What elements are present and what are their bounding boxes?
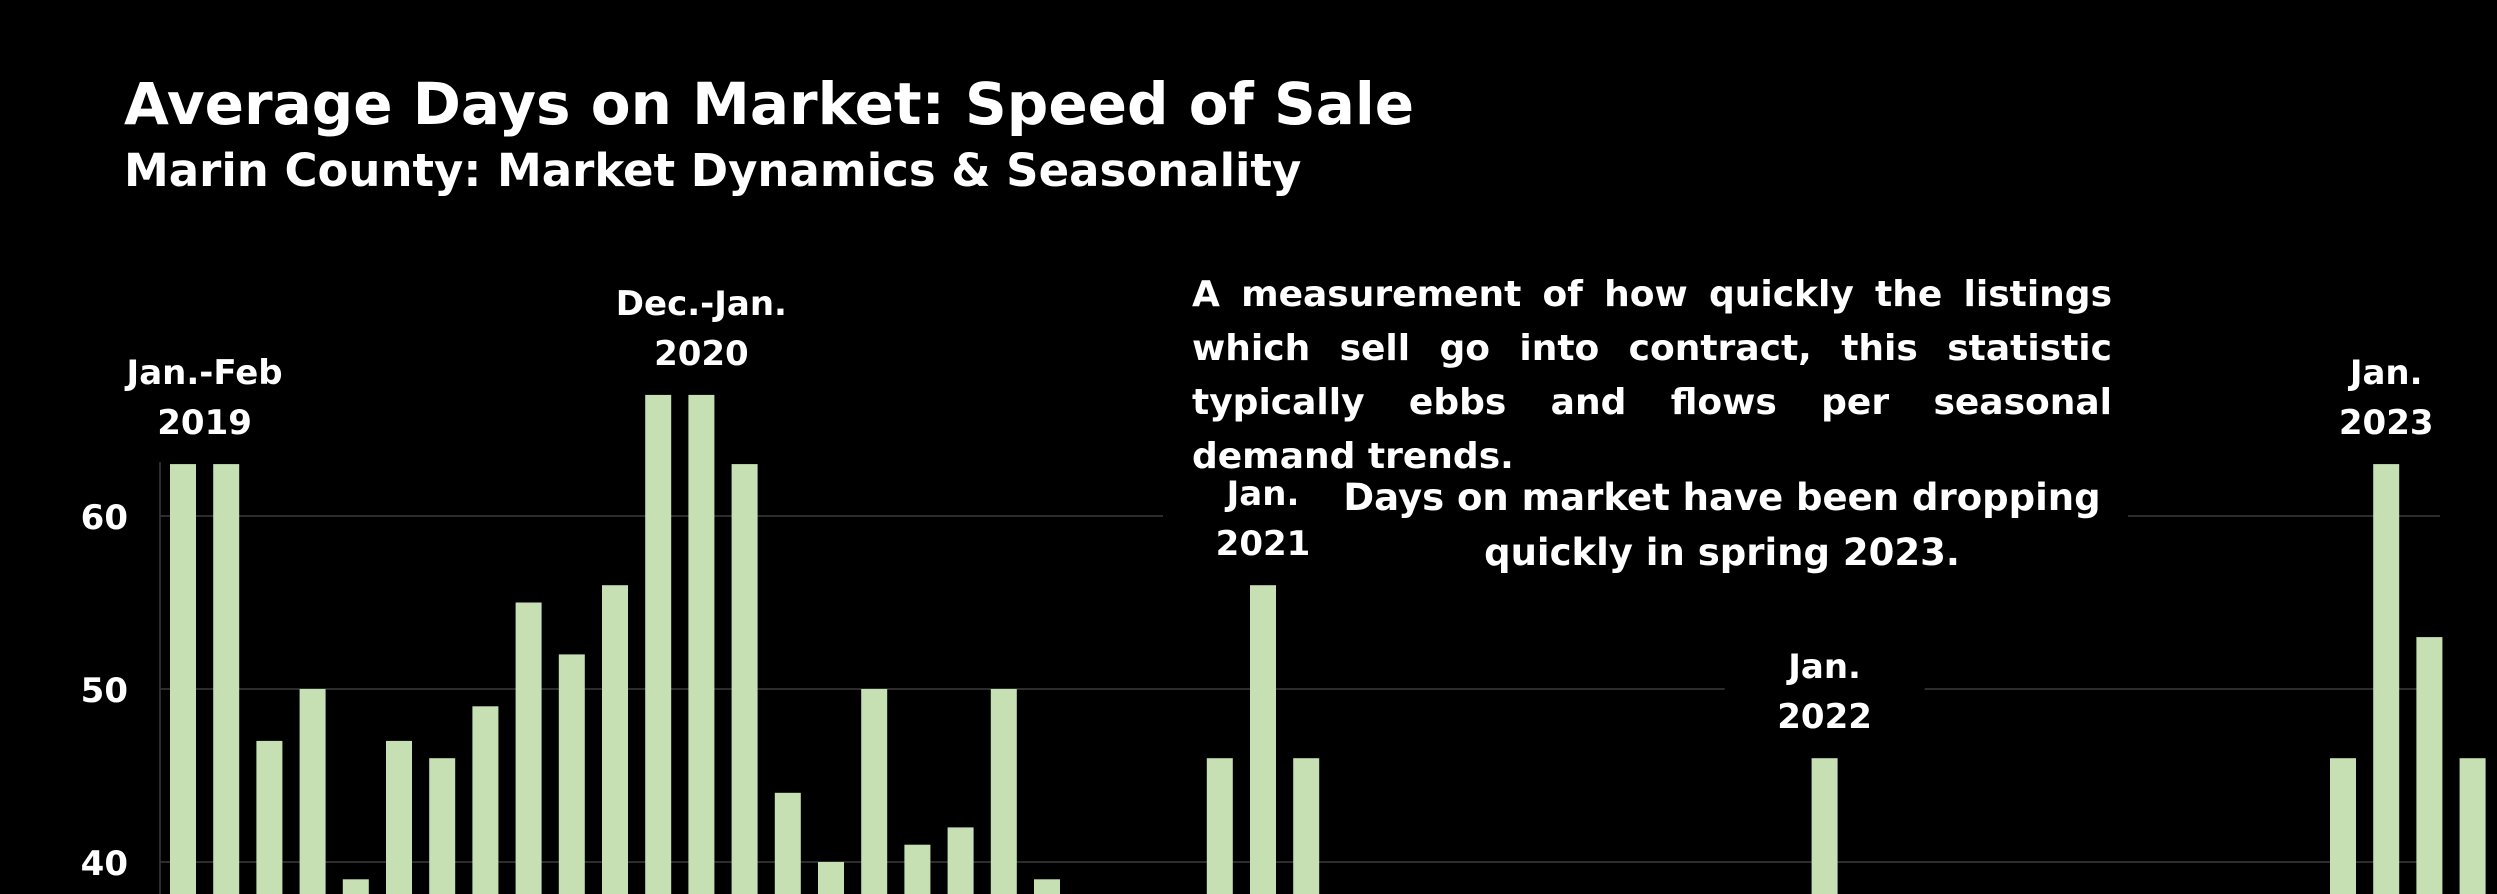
annotation-1: Dec.-Jan. 2020 (601, 272, 802, 393)
annotation-label-line: 2023 (2339, 403, 2434, 443)
bar (774, 792, 801, 894)
annotation-background (1724, 636, 1925, 757)
annotation-label-line: 2019 (157, 403, 252, 443)
y-tick-label-60: 60 (81, 498, 128, 538)
bar (861, 689, 888, 894)
bar (1206, 758, 1233, 894)
bar (731, 464, 758, 894)
bar (2373, 464, 2400, 894)
annotation-4: Jan. 2023 (2286, 342, 2487, 463)
bar (1250, 585, 1276, 894)
annotation-0: Jan.-Feb 2019 (104, 342, 305, 463)
bar (256, 740, 283, 894)
y-axis: 40 50 60 (81, 450, 161, 894)
bars (170, 394, 2486, 894)
bar (2416, 637, 2443, 894)
annotation-label-line: 2022 (1777, 697, 1872, 737)
description-note: A measurement of how quickly the listing… (1192, 274, 2112, 477)
bar (386, 740, 412, 894)
bar (1034, 879, 1060, 894)
annotation-label-line: Jan.-Feb (125, 353, 283, 393)
bar (342, 879, 369, 894)
annotation-background (601, 272, 802, 393)
annotation-3: Jan. 2022 (1724, 636, 1925, 757)
annotation-label-line: 2020 (654, 334, 749, 374)
annotation-label-line: Jan. (1225, 474, 1300, 514)
annotation-label-line: Jan. (1786, 647, 1861, 687)
annotation-background (104, 342, 305, 463)
annotation-background (2286, 342, 2487, 463)
bar (299, 689, 326, 894)
bar (602, 585, 628, 894)
bar (904, 844, 931, 894)
bar (1811, 758, 1838, 894)
y-tick-label-50: 50 (81, 671, 128, 711)
bar (2459, 758, 2486, 894)
bar (213, 464, 240, 894)
bar (515, 602, 542, 894)
bar (2330, 758, 2356, 894)
callout-note: Days on market have been dropping quickl… (1316, 470, 2128, 580)
bar (429, 758, 456, 894)
bar (170, 464, 196, 894)
bar (1293, 758, 1320, 894)
bar (558, 654, 585, 894)
annotation-label-line: 2021 (1216, 524, 1311, 564)
bar (947, 827, 974, 894)
bar (472, 706, 499, 894)
annotation-label-line: Dec.-Jan. (616, 284, 787, 324)
y-tick-label-40: 40 (81, 844, 128, 884)
annotation-label-line: Jan. (2348, 353, 2423, 393)
bar (990, 689, 1017, 894)
bar (818, 862, 844, 894)
chart-subtitle: Marin County: Market Dynamics & Seasonal… (124, 144, 1302, 197)
bar (645, 394, 672, 894)
bar (688, 394, 715, 894)
chart-title: Average Days on Market: Speed of Sale (124, 70, 1415, 138)
